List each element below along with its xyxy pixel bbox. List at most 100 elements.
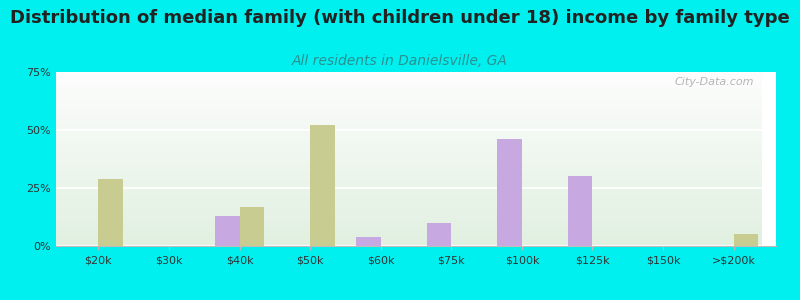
Text: City-Data.com: City-Data.com [675,77,754,87]
Bar [497,139,522,246]
Bar [56,93,762,94]
Bar [56,166,762,167]
Bar [56,138,762,139]
Bar [56,216,762,217]
Bar [56,176,762,178]
Bar [56,211,762,212]
Bar [56,102,762,103]
Bar [56,158,762,159]
Bar [56,232,762,233]
Bar [56,245,762,246]
Bar [56,117,762,119]
Bar [56,161,762,163]
Bar [56,148,762,150]
Bar [56,132,762,134]
Bar [56,229,762,230]
Bar [56,131,762,132]
Bar [56,98,762,99]
Bar [56,80,762,81]
Bar [356,237,381,246]
Bar [56,137,762,138]
Bar [56,106,762,107]
Bar [734,234,758,246]
Bar [56,173,762,174]
Bar [56,206,762,207]
Bar [56,231,762,232]
Bar [56,160,762,161]
Bar [56,180,762,181]
Bar [56,100,762,101]
Bar [426,223,451,246]
Bar [56,220,762,222]
Bar [56,91,762,92]
Bar [56,219,762,220]
Bar [56,222,762,223]
Bar [56,204,762,206]
Bar [56,198,762,200]
Bar [56,85,762,86]
Bar [56,196,762,197]
Bar [56,165,762,166]
Bar [56,127,762,128]
Bar [56,139,762,140]
Bar [56,214,762,215]
Bar [56,84,762,85]
Bar [56,130,762,131]
Bar [56,147,762,148]
Bar [568,176,593,246]
Bar [56,190,762,191]
Bar [310,125,335,246]
Bar [56,236,762,237]
Bar [56,178,762,179]
Bar [56,218,762,219]
Bar [56,167,762,168]
Bar [56,143,762,144]
Bar [215,216,239,246]
Bar [56,183,762,184]
Bar [56,193,762,194]
Bar [56,212,762,214]
Bar [56,201,762,202]
Bar [56,112,762,114]
Bar [56,227,762,229]
Bar [56,234,762,236]
Bar [56,114,762,115]
Bar [56,144,762,145]
Bar [56,217,762,218]
Bar [56,136,762,137]
Bar [56,96,762,98]
Bar [56,187,762,188]
Bar [56,155,762,157]
Bar [56,92,762,93]
Bar [56,242,762,244]
Bar [56,168,762,169]
Bar [56,142,762,143]
Bar [56,134,762,135]
Bar [56,82,762,84]
Bar [56,101,762,102]
Bar [56,116,762,117]
Bar [56,95,762,96]
Bar [56,151,762,152]
Bar [56,174,762,175]
Bar [56,179,762,180]
Bar [56,120,762,121]
Bar [56,128,762,129]
Bar [56,99,762,100]
Bar [56,175,762,176]
Bar [56,223,762,224]
Bar [56,171,762,172]
Bar [56,109,762,110]
Bar [56,74,762,76]
Bar [56,153,762,154]
Bar [56,110,762,111]
Bar [56,76,762,78]
Bar [56,129,762,130]
Bar [56,86,762,87]
Bar [56,194,762,195]
Bar [56,73,762,74]
Bar [56,108,762,109]
Bar [56,202,762,203]
Bar [56,72,762,73]
Bar [56,103,762,104]
